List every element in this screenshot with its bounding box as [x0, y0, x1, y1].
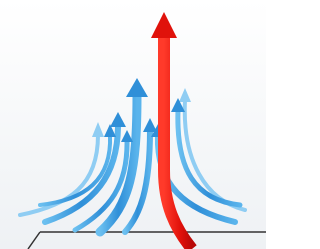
illustration [0, 0, 266, 249]
page [0, 0, 266, 249]
